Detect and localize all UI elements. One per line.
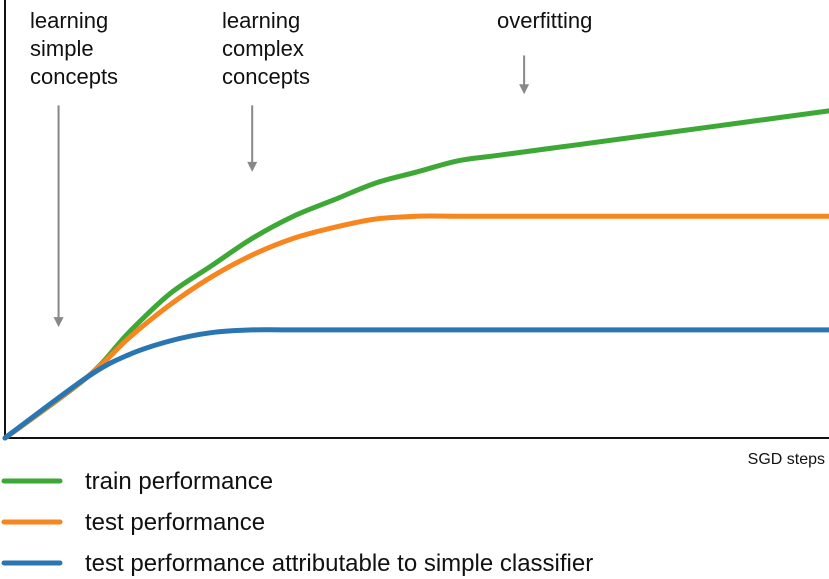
annotation-line: simple: [30, 36, 94, 61]
annotation-layer: learning simple concepts learning complex con…: [30, 8, 592, 328]
annotation-1: learning complex concepts: [222, 8, 310, 172]
annotation-line: learning: [30, 8, 108, 33]
annotation-arrow-head: [53, 317, 64, 328]
legend-item-0: train performance: [1, 468, 273, 495]
annotation-line: overfitting: [497, 8, 592, 33]
annotation-line: concepts: [30, 64, 118, 89]
legend: train performance test performance test pe…: [1, 468, 593, 577]
legend-label: train performance: [85, 468, 273, 495]
annotation-label: learning complex concepts: [222, 8, 310, 89]
annotation-label: learning simple concepts: [30, 8, 118, 89]
annotation-line: concepts: [222, 64, 310, 89]
annotation-2: overfitting: [497, 8, 592, 95]
annotation-line: complex: [222, 36, 304, 61]
legend-label: test performance attributable to simple …: [85, 550, 593, 577]
axes: SGD steps: [4, 0, 829, 468]
annotation-line: learning: [222, 8, 300, 33]
legend-label: test performance: [85, 509, 265, 536]
annotation-label: overfitting: [497, 8, 592, 33]
series-line-2: [2, 327, 829, 441]
x-axis-label: SGD steps: [748, 451, 825, 468]
series-line-1: [2, 213, 829, 441]
legend-item-2: test performance attributable to simple …: [1, 550, 593, 577]
annotation-arrow-head: [519, 84, 530, 95]
annotation-arrow-head: [247, 161, 258, 172]
annotation-0: learning simple concepts: [30, 8, 118, 328]
series-layer: [2, 108, 829, 441]
legend-item-1: test performance: [1, 509, 265, 536]
series-line-0: [2, 108, 829, 441]
